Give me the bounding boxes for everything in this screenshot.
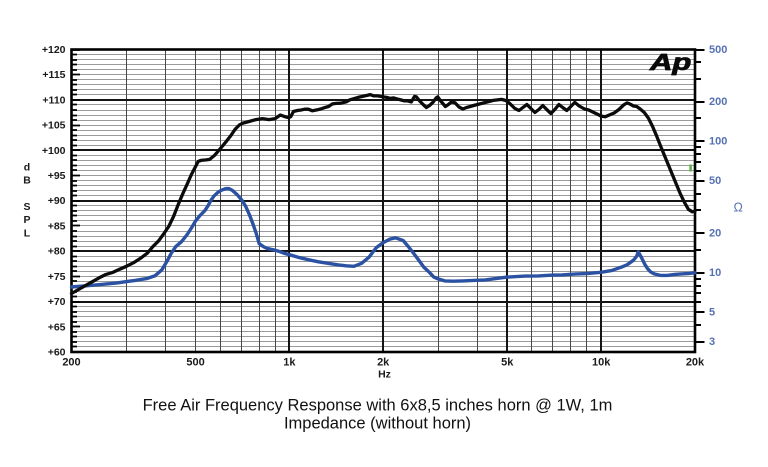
svg-text:+60: +60 [48, 347, 66, 359]
svg-text:Free Air Frequency Response wi: Free Air Frequency Response with 6x8,5 i… [143, 397, 613, 415]
svg-text:+115: +115 [42, 69, 65, 81]
svg-text:+120: +120 [42, 44, 66, 56]
svg-text:2k: 2k [377, 357, 390, 369]
svg-text:+100: +100 [42, 145, 66, 157]
svg-text:500: 500 [186, 357, 204, 369]
svg-text:+105: +105 [42, 120, 66, 132]
svg-text:10k: 10k [592, 357, 611, 369]
svg-text:100: 100 [709, 136, 727, 148]
svg-text:10: 10 [709, 267, 721, 279]
svg-text:+80: +80 [48, 246, 66, 258]
svg-text:Hz: Hz [378, 369, 391, 381]
svg-text:+110: +110 [42, 94, 65, 106]
svg-text:5: 5 [709, 307, 715, 319]
svg-text:3: 3 [709, 336, 715, 348]
svg-text:50: 50 [709, 175, 721, 187]
svg-text:d: d [24, 162, 30, 174]
svg-text:Ω: Ω [734, 201, 743, 215]
svg-text:+70: +70 [48, 296, 66, 308]
svg-text:B: B [23, 175, 31, 187]
svg-text:+95: +95 [48, 170, 66, 182]
svg-text:+65: +65 [48, 321, 66, 333]
svg-text:+90: +90 [48, 195, 66, 207]
svg-text:+75: +75 [48, 271, 66, 283]
svg-text:200: 200 [62, 357, 80, 369]
svg-text:20: 20 [709, 228, 721, 240]
svg-text:500: 500 [709, 44, 727, 56]
svg-text:Ap: Ap [649, 49, 691, 75]
svg-text:S: S [23, 201, 30, 213]
svg-text:+85: +85 [48, 221, 66, 233]
svg-text:20k: 20k [686, 357, 705, 369]
svg-text:1k: 1k [283, 357, 296, 369]
svg-text:P: P [23, 214, 30, 226]
svg-text:Impedance (without horn): Impedance (without horn) [284, 415, 471, 433]
svg-text:L: L [24, 228, 31, 240]
svg-text:5k: 5k [501, 357, 514, 369]
svg-text:200: 200 [709, 96, 727, 108]
